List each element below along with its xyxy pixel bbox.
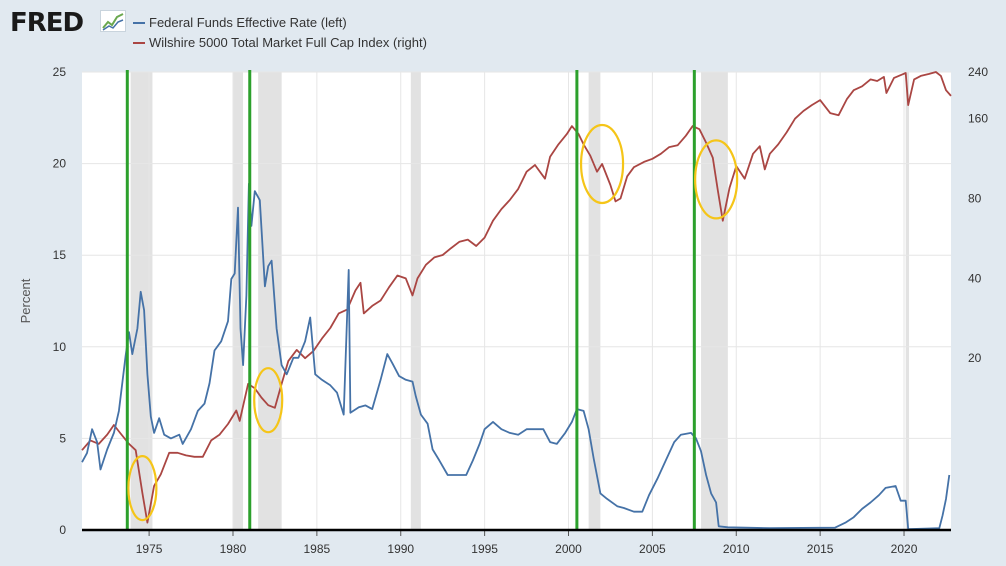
series-line-fed-funds	[81, 182, 951, 530]
y-left-tick-label: 25	[53, 65, 67, 79]
y-left-tick-label: 15	[53, 248, 67, 262]
legend-swatch-wilshire	[133, 42, 145, 44]
legend-label-wilshire: Wilshire 5000 Total Market Full Cap Inde…	[149, 35, 427, 50]
highlight-circle	[253, 367, 284, 434]
y-left-tick-label: 10	[53, 340, 67, 354]
highlight-circle	[127, 454, 158, 522]
y-left-tick-label: 0	[59, 523, 66, 537]
legend-item-fed-funds[interactable]: Federal Funds Effective Rate (left)	[133, 13, 427, 33]
x-tick-label: 2000	[555, 542, 582, 556]
recession-band	[410, 72, 421, 530]
y-axis-title: Percent	[18, 278, 33, 323]
chart-legend: Federal Funds Effective Rate (left) Wils…	[133, 13, 427, 53]
y-right-tick-label: 160	[968, 112, 988, 126]
y-right-tick-label: 40	[968, 271, 982, 285]
y-right-tick-label: 80	[968, 192, 982, 206]
recession-band	[701, 72, 728, 530]
recession-band	[232, 72, 244, 530]
x-tick-label: 1985	[304, 542, 331, 556]
x-tick-label: 2020	[891, 542, 918, 556]
y-right-tick-label: 240	[968, 65, 988, 79]
x-tick-label: 2005	[639, 542, 666, 556]
x-tick-label: 1975	[136, 542, 163, 556]
recession-band	[905, 72, 910, 530]
highlight-circle	[694, 139, 739, 220]
x-tick-label: 1980	[220, 542, 247, 556]
y-left-tick-label: 20	[53, 157, 67, 171]
highlight-circle	[579, 123, 625, 205]
legend-swatch-fed-funds	[133, 22, 145, 24]
y-right-tick-label: 20	[968, 351, 982, 365]
legend-item-wilshire[interactable]: Wilshire 5000 Total Market Full Cap Inde…	[133, 33, 427, 53]
fred-chart-icon	[100, 10, 126, 32]
series-lines	[81, 71, 952, 530]
annotations	[125, 70, 739, 530]
recession-shading	[130, 72, 910, 530]
x-tick-label: 1990	[387, 542, 414, 556]
legend-label-fed-funds: Federal Funds Effective Rate (left)	[149, 15, 347, 30]
x-tick-label: 2015	[807, 542, 834, 556]
x-tick-label: 1995	[471, 542, 498, 556]
fred-logo[interactable]: FRED	[10, 8, 84, 38]
series-line-wilshire	[81, 71, 952, 524]
recession-band	[588, 72, 601, 530]
x-tick-label: 2010	[723, 542, 750, 556]
plot-background	[82, 72, 951, 530]
recession-band	[258, 72, 282, 530]
axes: 0 5 10 15 20 25 1975 1980 1985 1990 1995 2000 2005 20…	[18, 65, 988, 556]
gridlines	[82, 71, 951, 530]
y-left-tick-label: 5	[59, 431, 66, 445]
